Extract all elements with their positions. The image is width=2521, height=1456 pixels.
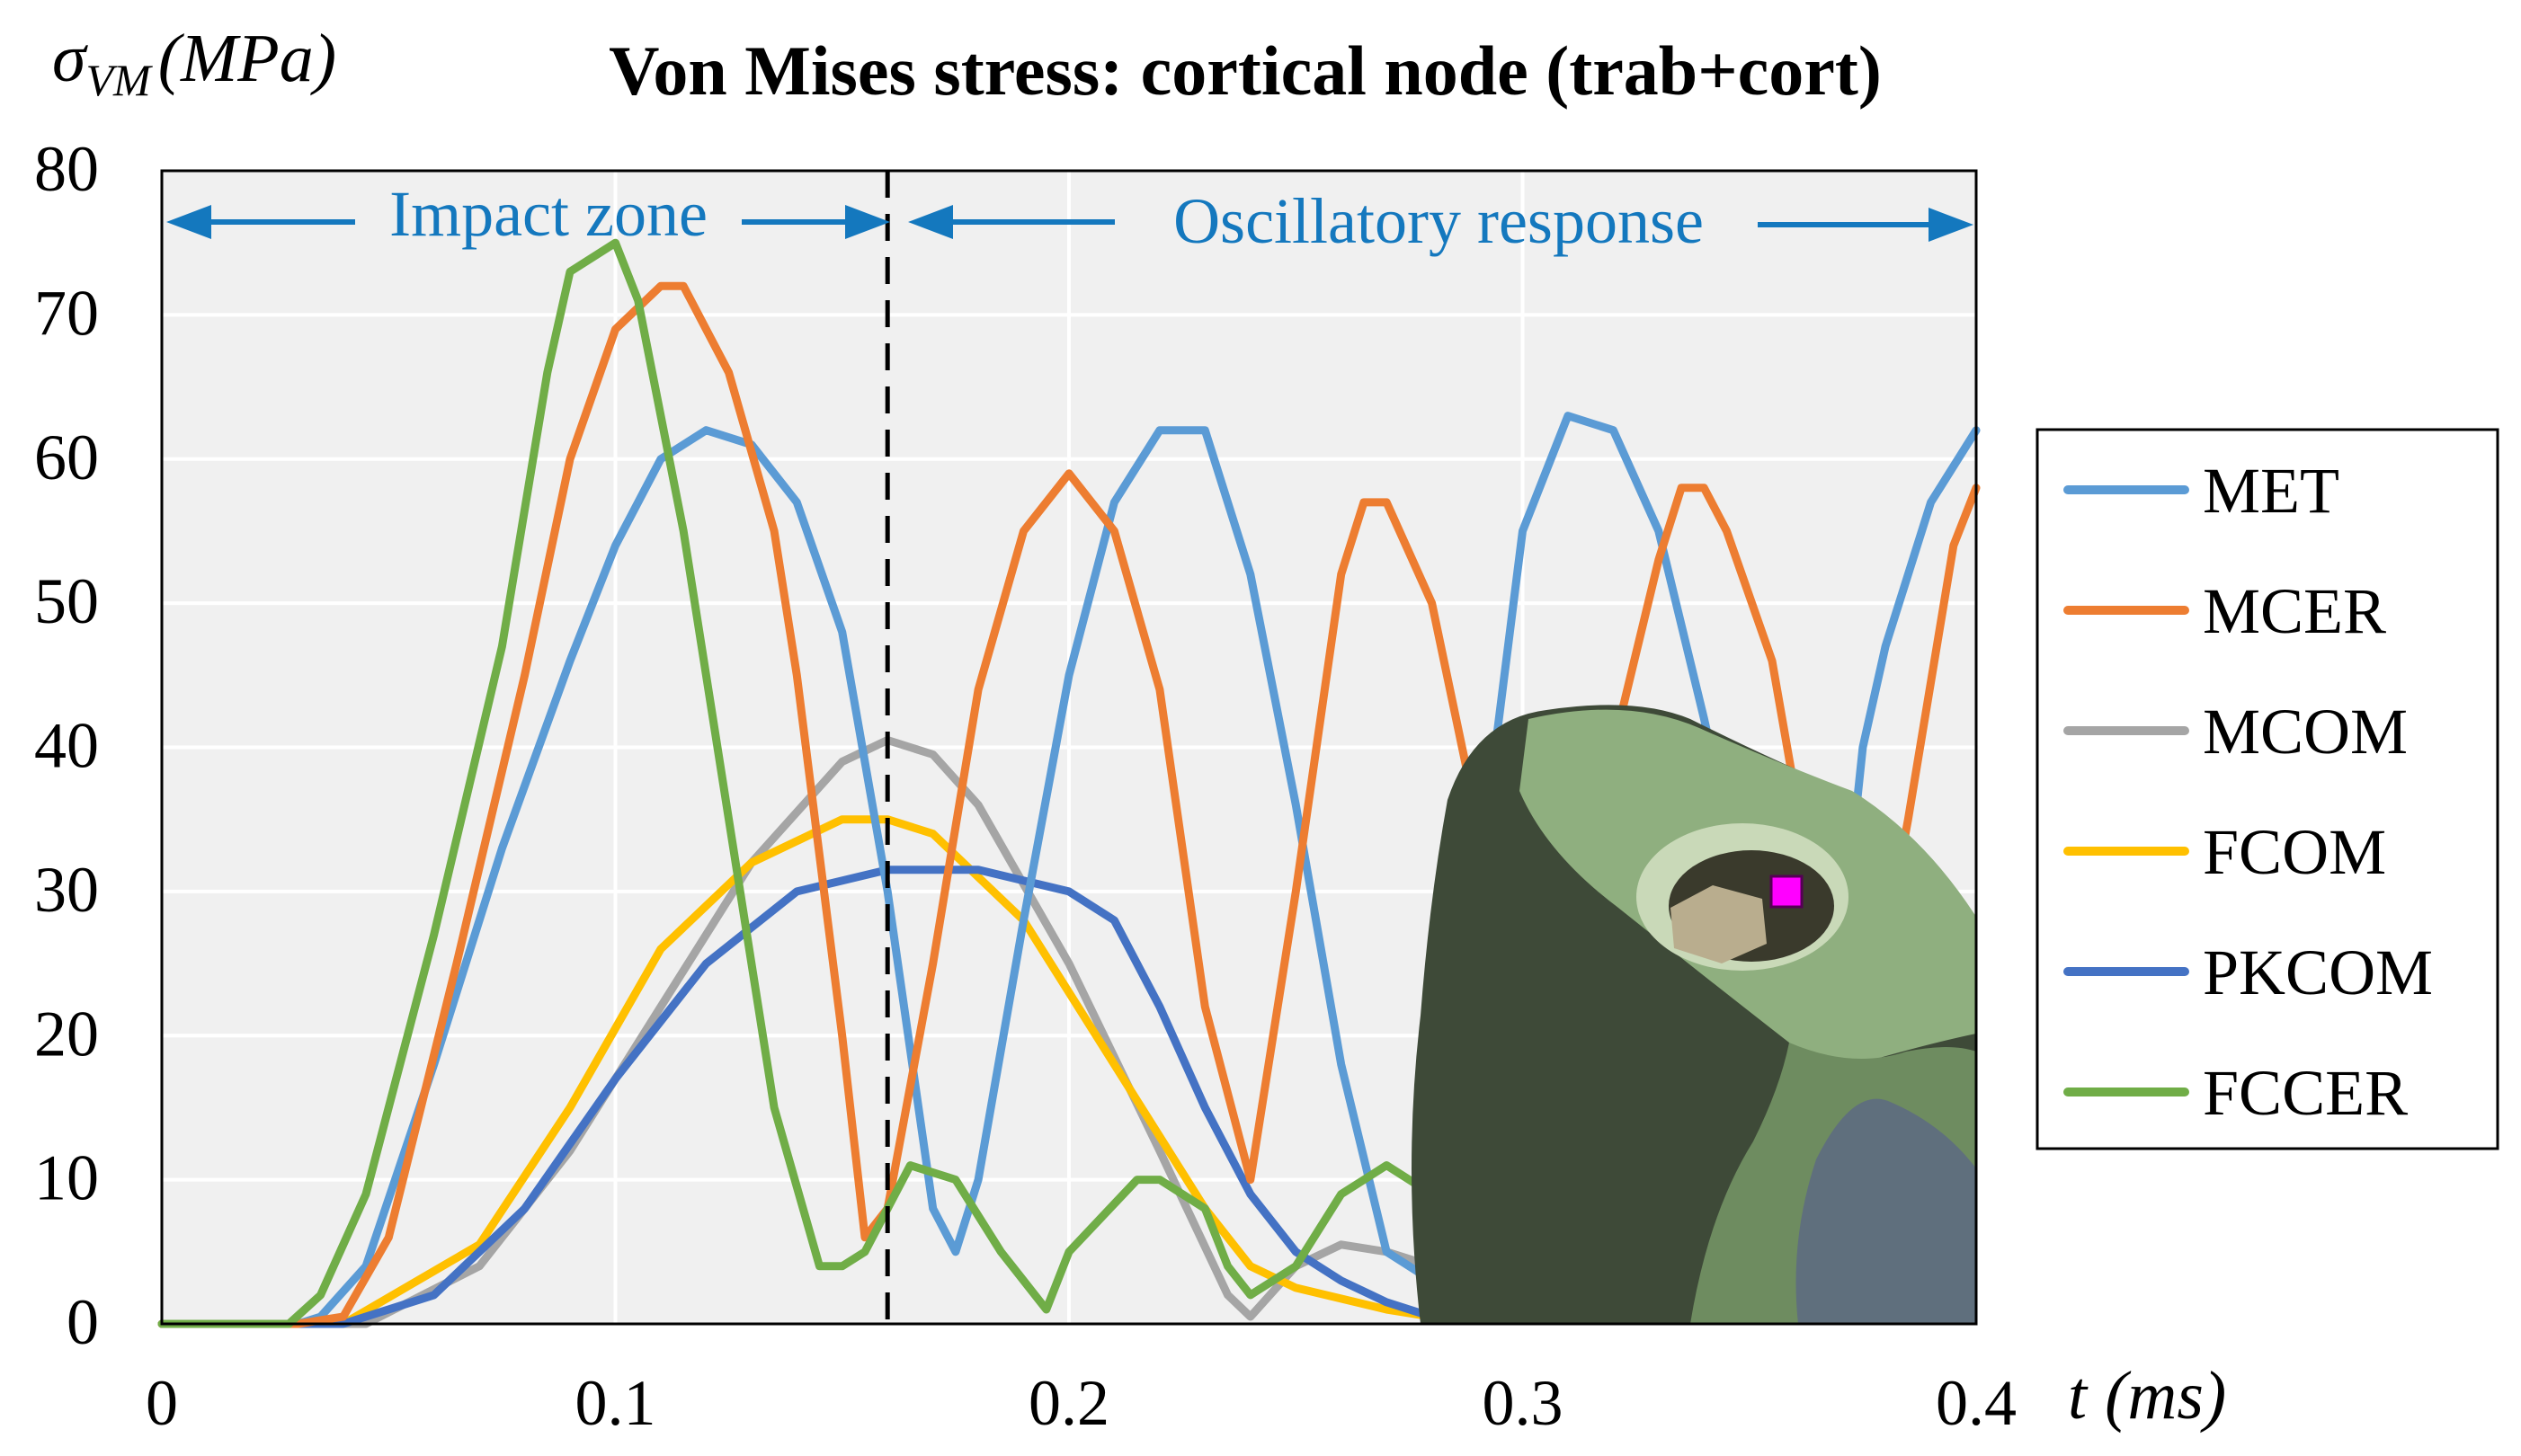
x-tick-label: 0.3 [1483,1367,1563,1439]
x-tick-label: 0.4 [1936,1367,2017,1439]
y-tick-labels: 0 10 20 30 40 50 60 70 80 [34,133,99,1358]
series-layer [157,238,1981,1328]
bone-mesh-inset [1412,705,1976,1324]
legend-box [2036,428,2499,1150]
legend-label-mcer: MCER [2203,575,2386,647]
annotations: Impact zone Oscillatory response [166,178,1973,257]
x-axis-unit: (ms) [2105,1358,2226,1434]
y-tick-label: 0 [67,1286,99,1358]
impact-arrowhead-right [845,205,890,239]
oscillatory-arrowhead-left [908,205,953,239]
bone-inner-region [1795,1098,1976,1324]
series-line-mcer [157,281,1981,1328]
y-tick-label: 20 [34,998,99,1070]
node-marker-icon [1769,874,1804,909]
legend-label-mcom: MCOM [2203,696,2408,768]
legend-label-met: MET [2203,455,2339,527]
legend-label-pkcom: PKCOM [2203,937,2433,1008]
y-tick-label: 30 [34,854,99,926]
x-tick-label: 0.1 [575,1367,656,1439]
series-line-fccer [157,238,1437,1328]
y-axis-symbol: σ [52,21,88,96]
x-tick-label: 0.2 [1029,1367,1109,1439]
y-tick-label: 40 [34,710,99,782]
oscillatory-response-label: Oscillatory response [1173,185,1704,257]
bone-implant-block [1670,885,1767,963]
legend-label-fcom: FCOM [2203,816,2386,888]
y-axis-subscript: VM [85,55,153,105]
y-axis-label: σVM (MPa) [52,21,336,105]
legend: MET MCER MCOM FCOM PKCOM FCCER [2036,428,2499,1150]
y-tick-label: 50 [34,565,99,637]
oscillatory-arrowhead-right [1929,208,1973,242]
impact-zone-label: Impact zone [389,178,708,250]
y-tick-label: 10 [34,1142,99,1214]
y-tick-label: 70 [34,277,99,349]
y-tick-label: 60 [34,422,99,493]
y-tick-label: 80 [34,133,99,205]
x-tick-label: 0 [146,1367,178,1439]
x-tick-labels: 0 0.1 0.2 0.3 0.4 [146,1367,2017,1439]
y-axis-unit: (MPa) [158,21,336,96]
chart-title: Von Mises stress: cortical node (trab+co… [609,31,1882,110]
legend-label-fccer: FCCER [2203,1057,2408,1129]
x-axis-symbol: t [2068,1358,2089,1434]
x-axis-label: t (ms) [2068,1358,2226,1434]
plot-frame [160,169,1978,1326]
impact-arrowhead-left [166,205,211,239]
